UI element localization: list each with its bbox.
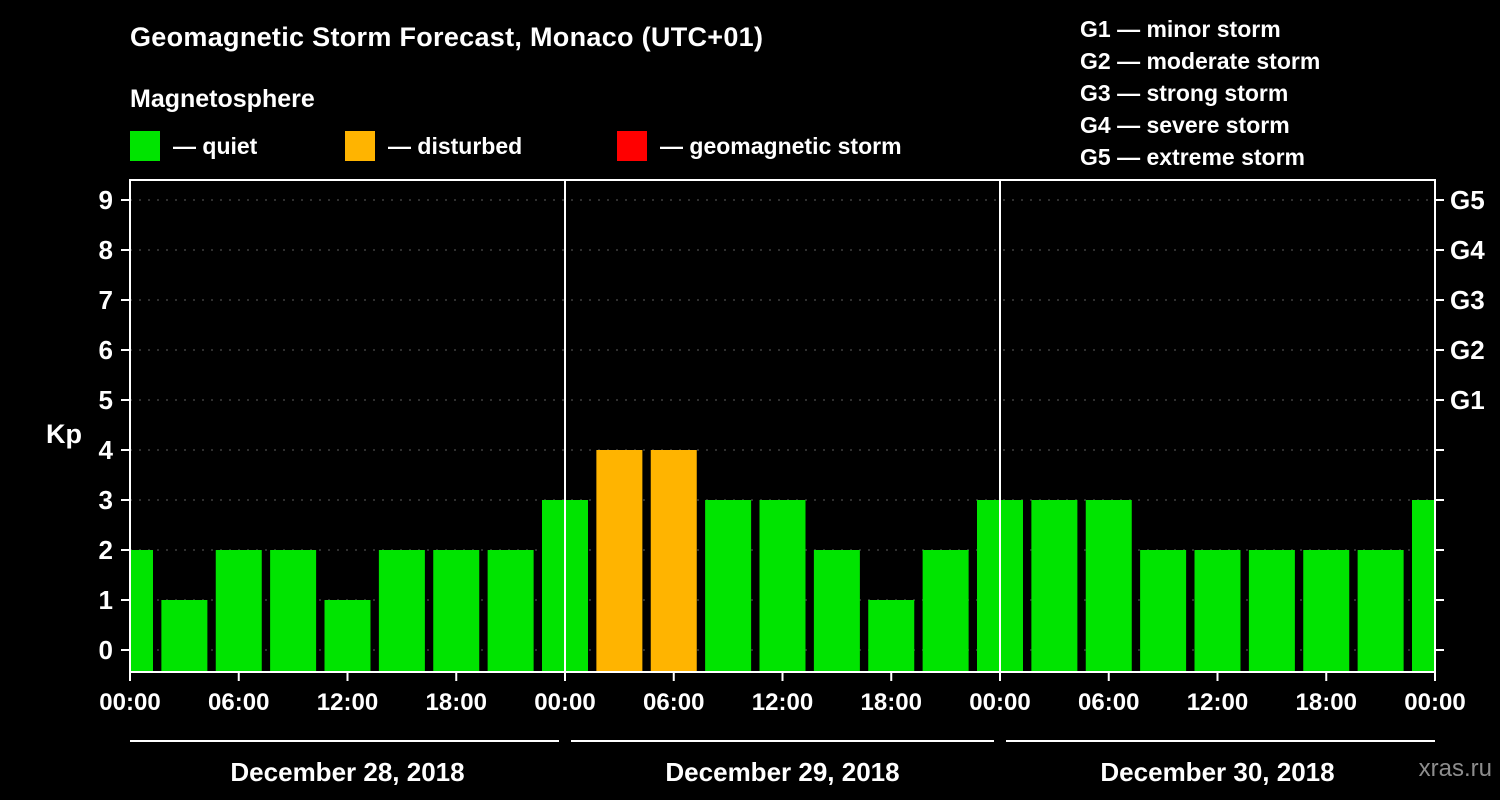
g-legend-item: G5 — extreme storm (1080, 144, 1305, 170)
g-legend-item: G2 — moderate storm (1080, 48, 1321, 74)
g-tick-label: G4 (1450, 235, 1485, 265)
y-tick-label: 8 (99, 235, 113, 265)
quiet-color-swatch (130, 131, 160, 161)
kp-bar (324, 600, 371, 672)
magnetosphere-label: Magnetosphere (130, 85, 315, 113)
x-tick-label: 18:00 (426, 689, 487, 716)
kp-bar (705, 500, 752, 672)
kp-bar (1031, 500, 1078, 672)
legend-item-quiet: — quiet (130, 131, 257, 161)
kp-bar (378, 550, 425, 672)
g-legend-item: G4 — severe storm (1080, 112, 1290, 138)
y-tick-label: 1 (99, 585, 113, 615)
x-tick-label: 00:00 (969, 689, 1030, 716)
g-tick-label: G3 (1450, 285, 1485, 315)
legend-item-storm: — geomagnetic storm (617, 131, 902, 161)
disturbed-color-swatch (345, 131, 375, 161)
date-label: December 29, 2018 (665, 757, 899, 787)
g-scale-legend: G1 — minor storm G2 — moderate storm G3 — … (1080, 13, 1320, 173)
x-tick-label: 00:00 (1404, 689, 1465, 716)
kp-bar (1194, 550, 1241, 672)
bars-group (130, 450, 1435, 672)
x-tick-label: 18:00 (861, 689, 922, 716)
x-tick-label: 06:00 (208, 689, 269, 716)
kp-bar (487, 550, 534, 672)
kp-bar (1085, 500, 1132, 672)
g-tick-label: G5 (1450, 185, 1485, 215)
legend-item-disturbed: — disturbed (345, 131, 522, 161)
chart-title: Geomagnetic Storm Forecast, Monaco (UTC+… (130, 22, 764, 52)
kp-bar (161, 600, 208, 672)
y-tick-label: 3 (99, 485, 113, 515)
kp-bar (130, 550, 153, 672)
x-tick-label: 06:00 (1078, 689, 1139, 716)
x-tick-label: 00:00 (534, 689, 595, 716)
kp-legend: — quiet — disturbed — geomagnetic storm (0, 131, 1500, 165)
y-tick-label: 4 (99, 435, 114, 465)
g-legend-item: G3 — strong storm (1080, 80, 1289, 106)
kp-bar (1412, 500, 1435, 672)
kp-bar (868, 600, 915, 672)
x-tick-label: 00:00 (99, 689, 160, 716)
y-tick-label: 9 (99, 185, 113, 215)
legend-item-label: — geomagnetic storm (660, 132, 902, 159)
kp-bar (813, 550, 860, 672)
g-tick-label: G2 (1450, 335, 1485, 365)
x-tick-label: 12:00 (1187, 689, 1248, 716)
kp-bar (596, 450, 643, 672)
x-tick-label: 18:00 (1296, 689, 1357, 716)
y-tick-label: 5 (99, 385, 113, 415)
storm-color-swatch (617, 131, 647, 161)
kp-bar (433, 550, 480, 672)
kp-bar (1357, 550, 1404, 672)
kp-bar (1303, 550, 1350, 672)
kp-axis-title: Kp (46, 419, 82, 449)
y-tick-label: 7 (99, 285, 113, 315)
x-tick-label: 12:00 (752, 689, 813, 716)
x-tick-label: 06:00 (643, 689, 704, 716)
kp-bar (650, 450, 697, 672)
g-tick-label: G1 (1450, 385, 1485, 415)
kp-bar (270, 550, 317, 672)
y-tick-label: 0 (99, 635, 113, 665)
legend-item-label: — disturbed (388, 132, 523, 159)
date-label: December 30, 2018 (1100, 757, 1334, 787)
kp-bar (1140, 550, 1187, 672)
kp-bar (215, 550, 262, 672)
kp-bar (1248, 550, 1295, 672)
kp-bar (922, 550, 969, 672)
kp-bar (759, 500, 806, 672)
watermark: xras.ru (1418, 755, 1492, 782)
x-tick-label: 12:00 (317, 689, 378, 716)
y-tick-label: 2 (99, 535, 113, 565)
date-label: December 28, 2018 (230, 757, 464, 787)
g-legend-item: G1 — minor storm (1080, 16, 1281, 42)
y-tick-label: 6 (99, 335, 113, 365)
legend-item-label: — quiet (173, 132, 258, 159)
